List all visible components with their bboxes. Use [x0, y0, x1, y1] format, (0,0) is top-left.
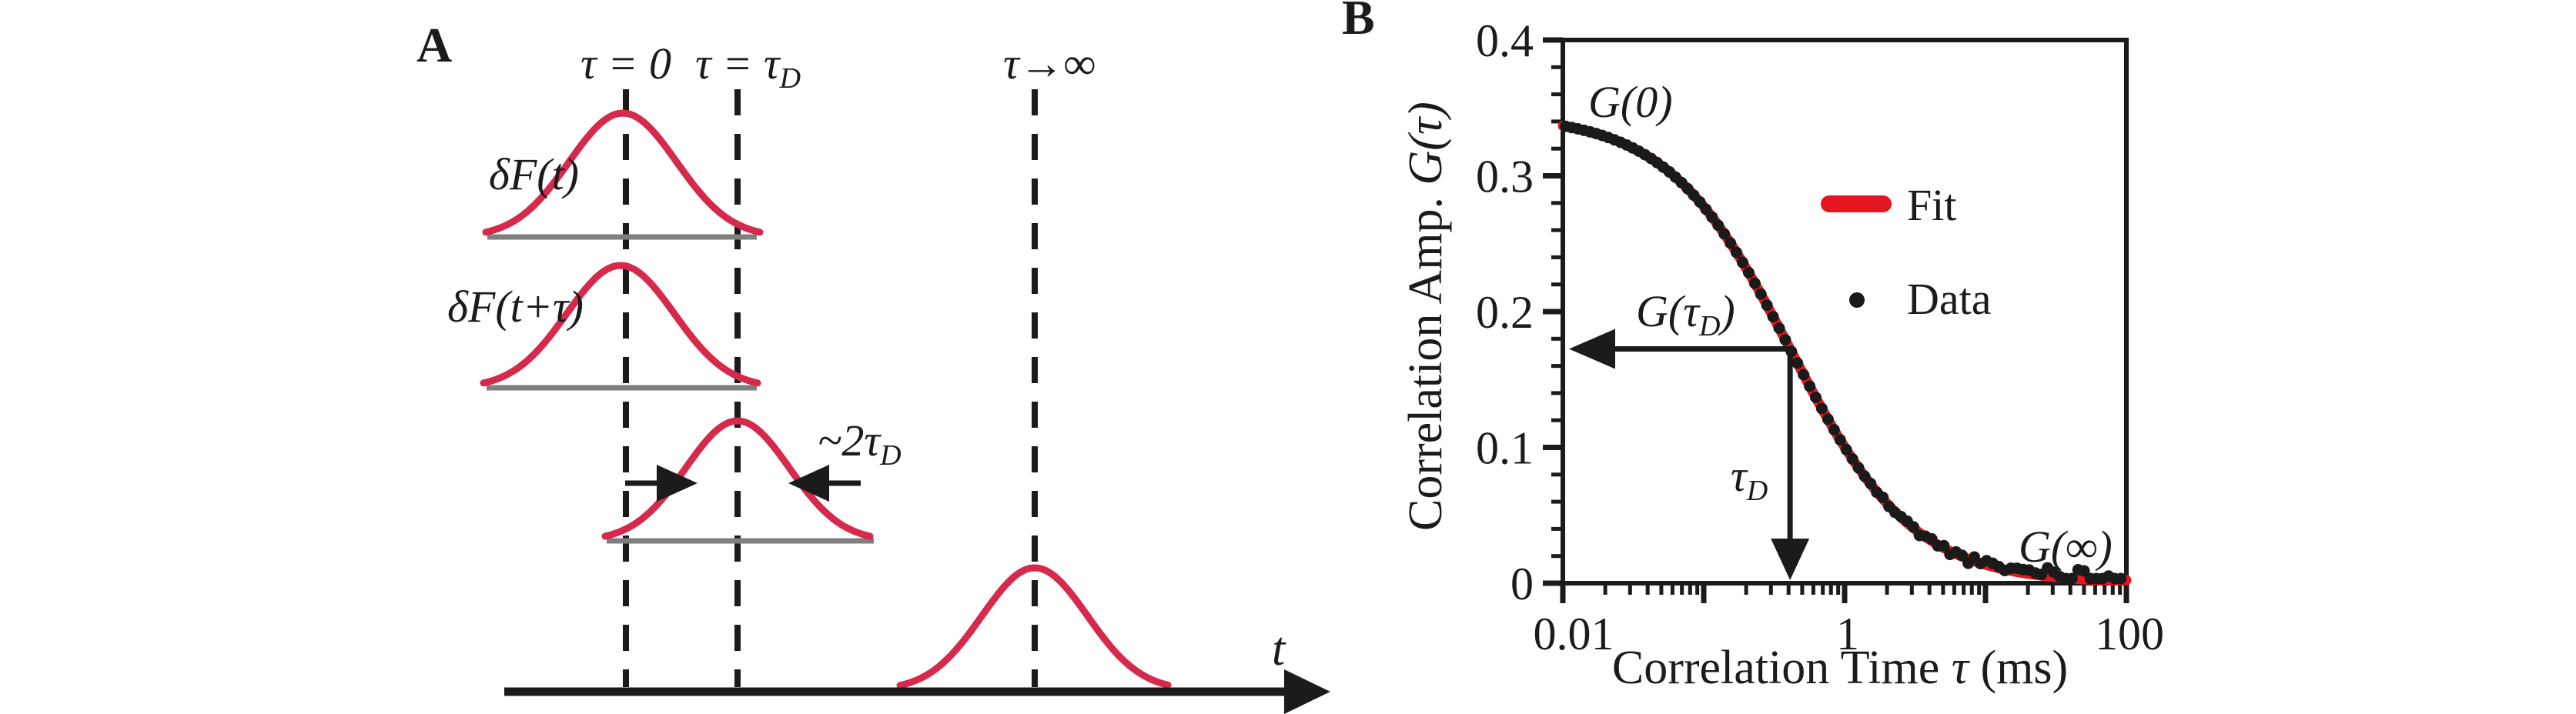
data-point: [1712, 219, 1725, 232]
pulse-width-annotation: [625, 465, 861, 502]
data-point: [1938, 539, 1950, 552]
data-point: [1779, 334, 1791, 346]
legend-fit-line-swatch-icon: [1821, 195, 1892, 212]
data-point: [1755, 288, 1767, 300]
y-tick-label: 0.1: [1476, 423, 1534, 474]
legend: Fit Data: [1821, 180, 1992, 324]
data-point: [2066, 572, 2078, 585]
delta-f-t-label: δF(t): [489, 149, 579, 199]
data-point: [2078, 565, 2090, 577]
data-point: [1773, 322, 1785, 334]
data-point: [1742, 266, 1755, 279]
data-point: [2115, 572, 2127, 585]
data-point: [1731, 246, 1742, 259]
fluctuation-pulse-curve: [482, 109, 764, 236]
g-taud-annotation: G(τD): [1636, 286, 1735, 342]
y-tick-label: 0.3: [1476, 152, 1534, 202]
y-tick-label: 0: [1510, 559, 1534, 609]
data-point: [1785, 345, 1798, 358]
taud-arrowhead-icon: [1771, 539, 1810, 580]
data-point: [1815, 402, 1828, 415]
data-point: [1718, 228, 1731, 240]
data-point: [1767, 311, 1779, 322]
data-point: [1748, 277, 1761, 289]
x-tick-label: 0.01: [1534, 609, 1614, 659]
data-point: [1840, 443, 1852, 455]
width-arrow-right-head-icon: [788, 465, 829, 502]
data-point: [1865, 478, 1877, 489]
data-point: [1907, 521, 1919, 533]
y-tick-label: 0.4: [1476, 15, 1534, 66]
panel-a-drawing: [480, 89, 1172, 693]
data-point: [1804, 380, 1816, 392]
data-point: [1700, 203, 1712, 215]
time-axis-label: t: [1272, 623, 1286, 676]
tau-zero-label: τ = 0: [580, 38, 671, 88]
data-point: [1725, 237, 1737, 249]
data-point: [1828, 424, 1840, 435]
data-point: [1761, 299, 1773, 312]
delta-f-t-tau-label: δF(t+τ): [447, 282, 584, 332]
width-arrow-left-head-icon: [657, 465, 698, 502]
panel-b-label: B: [1342, 0, 1375, 45]
x-tick-label: 100: [2095, 609, 2164, 659]
panel-b: B 0 0.1 0.2 0.3 0.4 0.01 1 100 Correlation Time…: [1342, 0, 2164, 694]
data-point: [1791, 357, 1804, 369]
y-tick-label: 0.2: [1476, 287, 1534, 338]
x-axis-title: Correlation Time τ (ms): [1612, 642, 2068, 694]
time-axis: [504, 669, 1330, 714]
plot-content: 0 0.1 0.2 0.3 0.4 0.01 1 100: [1476, 15, 2164, 659]
data-point: [1822, 413, 1834, 425]
g0-annotation: G(0): [1588, 77, 1673, 127]
y-axis-title: Correlation Amp. G(τ): [1400, 102, 1452, 531]
two-taud-label: ~2τD: [818, 415, 902, 472]
x-tick-label: 1: [1836, 609, 1859, 659]
fluctuation-pulse-curve: [601, 417, 874, 540]
taud-annotation: τD: [1731, 451, 1768, 507]
g-taud-arrowhead-icon: [1569, 329, 1615, 369]
data-point: [1877, 491, 1889, 503]
time-axis-arrowhead-icon: [1284, 669, 1330, 714]
data-point: [1810, 392, 1822, 403]
legend-data-dot-icon: [1849, 292, 1865, 308]
data-point: [1956, 549, 1969, 562]
tau-taud-label: τ = τD: [695, 38, 801, 95]
fit-curve: [1557, 121, 2132, 586]
panel-a-label: A: [417, 18, 452, 72]
fluctuation-pulse-curve: [896, 564, 1172, 689]
panel-a: A τ = 0 τ = τD τ→∞ δF(t) δF(t+τ) ~2τD t: [417, 18, 1330, 714]
tau-infinity-label: τ→∞: [1003, 38, 1096, 88]
g-infinity-annotation: G(∞): [2019, 522, 2113, 572]
data-point: [1834, 434, 1846, 446]
legend-data-label: Data: [1907, 274, 1992, 324]
data-point: [1736, 256, 1748, 269]
data-point: [1846, 452, 1858, 465]
data-point: [1852, 462, 1865, 474]
legend-fit-label: Fit: [1907, 180, 1957, 230]
fluctuation-pulse-curve: [480, 262, 761, 387]
data-point: [1798, 369, 1810, 381]
data-point: [1706, 211, 1718, 223]
